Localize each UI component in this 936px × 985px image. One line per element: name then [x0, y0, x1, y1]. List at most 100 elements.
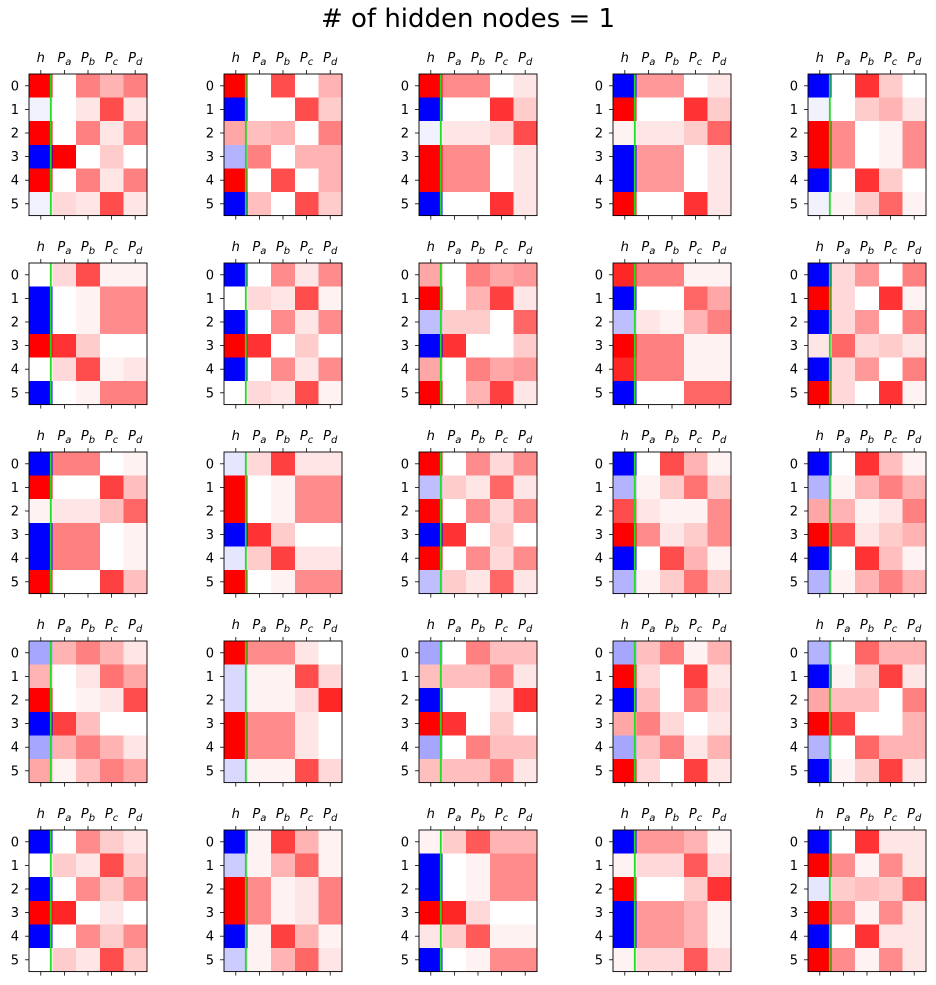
heatmap-cell [76, 688, 101, 713]
heatmap-cell [878, 900, 903, 925]
heatmap-cell [636, 357, 661, 382]
heatmap-cell [224, 711, 248, 736]
heatmap-cell [99, 735, 124, 760]
heatmap-cell [318, 735, 343, 760]
heatmap-cell [683, 735, 708, 760]
heatmap-cell [247, 570, 272, 594]
heatmap-cell [489, 948, 514, 972]
row-label: 4 [401, 174, 409, 189]
row-label: 2 [206, 316, 214, 331]
column-label: Pb [665, 618, 679, 635]
heatmap-cell [613, 381, 637, 405]
heatmap-cell [902, 900, 927, 925]
row-label: 4 [595, 552, 603, 567]
column-label: Pa [57, 240, 71, 257]
row-label: 0 [595, 268, 603, 283]
heatmap-cell [513, 121, 538, 146]
heatmap-cell [466, 948, 491, 972]
heatmap-cell [247, 711, 272, 736]
row-label: 0 [206, 835, 214, 850]
row-label: 0 [401, 79, 409, 94]
heatmap-cell [52, 452, 77, 476]
row-label: 3 [790, 717, 798, 732]
row-label: 3 [401, 906, 409, 921]
heatmap-cell [442, 381, 467, 405]
heatmap-cell [808, 900, 832, 925]
column-label: Pa [641, 618, 655, 635]
heatmap-cell [636, 877, 661, 902]
heatmap-cell [831, 263, 856, 287]
heatmap-cell [76, 853, 101, 878]
row-label: 1 [11, 859, 19, 874]
row-label: 4 [595, 930, 603, 945]
heatmap-cell [52, 522, 77, 547]
heatmap-cell [99, 121, 124, 146]
heatmap-cell [294, 97, 319, 122]
heatmap-cell [613, 333, 637, 358]
heatmap-cell [707, 333, 732, 358]
heatmap-cell [878, 499, 903, 524]
heatmap-cell [76, 759, 101, 783]
heatmap-cell [707, 877, 732, 902]
column-label: Pb [81, 240, 95, 257]
column-label: Pc [495, 807, 509, 824]
column-label: Pd [712, 240, 727, 257]
heatmap-cell [683, 522, 708, 547]
column-label: Pa [641, 240, 655, 257]
column-label: Pc [495, 51, 509, 68]
heatmap-cell [466, 924, 491, 949]
heatmap-cell [123, 263, 148, 287]
heatmap-cell [808, 948, 832, 972]
heatmap-cell [52, 310, 77, 335]
heatmap-cell [271, 711, 296, 736]
heatmap-cell [442, 452, 467, 476]
column-label: h [232, 429, 240, 444]
heatmap-cell [318, 830, 343, 854]
heatmap-cell [660, 570, 685, 594]
heatmap-cell [247, 664, 272, 689]
heatmap-cell [466, 192, 491, 216]
column-label: Pa [252, 51, 266, 68]
heatmap-cell [224, 522, 248, 547]
heatmap-cell [466, 830, 491, 854]
heatmap-cell [613, 900, 637, 925]
heatmap-cell [660, 948, 685, 972]
column-label: h [232, 240, 240, 255]
heatmap-cell [224, 121, 248, 146]
heatmap-cell [419, 333, 443, 358]
heatmap-cell [489, 333, 514, 358]
heatmap-cell [683, 263, 708, 287]
heatmap-cell [271, 948, 296, 972]
column-label: Pa [252, 240, 266, 257]
heatmap-cell [636, 900, 661, 925]
heatmap-cell [271, 759, 296, 783]
heatmap-cell [52, 924, 77, 949]
row-label: 2 [11, 505, 19, 520]
heatmap-cell [271, 475, 296, 500]
column-label: Pd [128, 807, 143, 824]
heatmap-cell [318, 310, 343, 335]
heatmap-cell [76, 74, 101, 98]
heatmap-cell [52, 144, 77, 169]
heatmap-cell [224, 475, 248, 500]
heatmap-cell [247, 333, 272, 358]
column-label: Pc [105, 51, 119, 68]
row-label: 0 [401, 457, 409, 472]
heatmap-cell [318, 664, 343, 689]
heatmap-cell [808, 310, 832, 335]
column-label: Pa [57, 51, 71, 68]
column-label: Pb [81, 429, 95, 446]
heatmap-cell [52, 333, 77, 358]
column-label: h [232, 51, 240, 66]
heatmap-cell [271, 310, 296, 335]
heatmap-cell [683, 97, 708, 122]
heatmap-cell [247, 452, 272, 476]
figure-title: # of hidden nodes = 1 [320, 4, 616, 34]
row-label: 0 [790, 646, 798, 661]
heatmap-cell [419, 263, 443, 287]
row-label: 1 [11, 481, 19, 496]
heatmap-cell [466, 333, 491, 358]
heatmap-cell [224, 924, 248, 949]
heatmap-cell [419, 664, 443, 689]
heatmap-cell [442, 144, 467, 169]
